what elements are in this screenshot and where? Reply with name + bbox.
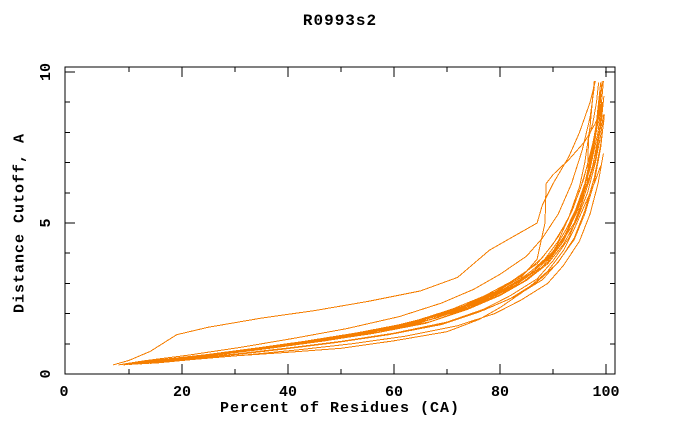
x-tick-label: 80 [491,384,509,401]
model-curve [144,108,604,364]
y-tick-label: 5 [38,218,55,227]
model-curve [144,114,605,365]
x-tick-label: 40 [279,384,297,401]
y-tick-label: 0 [38,369,55,378]
model-curve [128,81,603,365]
chart-title: R0993s2 [302,12,378,30]
y-axis-label-text: Distance Cutoff, A [11,132,29,314]
x-tick-label: 60 [385,384,403,401]
model-curve [128,82,600,365]
model-curve [123,93,602,366]
y-tick-label: 10 [38,63,55,81]
model-curve [134,84,603,365]
x-tick-label: 0 [59,384,68,401]
plot-frame [64,66,616,375]
model-curve [128,82,602,365]
model-curve [134,108,602,365]
model-curve [139,102,603,365]
model-curve [118,81,604,366]
model-curve [128,114,604,366]
x-axis-label: Percent of Residues (CA) [219,400,461,417]
x-tick-label: 20 [173,384,191,401]
x-tick-label: 100 [592,384,619,401]
model-curve [118,81,595,366]
model-curve [112,80,596,366]
model-curve [155,153,604,364]
model-curve [118,87,595,366]
model-curve [150,165,602,364]
